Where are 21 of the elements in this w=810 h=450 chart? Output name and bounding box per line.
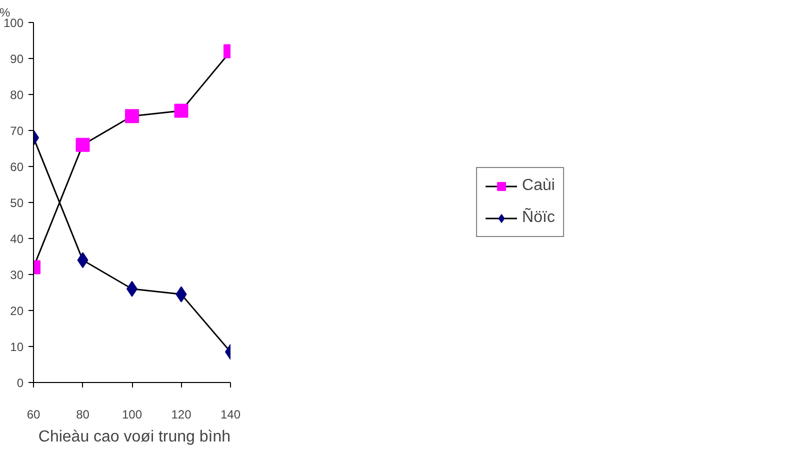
x-axis-title: Chieàu cao voøi trung bình (38, 428, 231, 446)
point (76, 138, 90, 152)
y-tick-label: 60 (10, 160, 24, 174)
x-tick-label: 60 (26, 408, 40, 422)
y-tick-label: 20 (10, 304, 24, 318)
legend-label: Caùi (522, 177, 555, 195)
point (125, 109, 139, 124)
legend-label: Ñöïc (522, 209, 555, 227)
x-tick-label: 140 (220, 408, 241, 422)
y-tick-label: 50 (10, 196, 24, 210)
y-tick-label: 70 (10, 124, 24, 138)
y-tick-label: 10 (10, 340, 24, 354)
x-tick-label: 100 (122, 408, 142, 422)
point (174, 104, 188, 118)
y-tick-label: 80 (10, 88, 24, 102)
x-tick-label: 80 (76, 408, 90, 422)
y-tick-label: 0 (16, 376, 24, 390)
y-tick-label: 30 (10, 268, 24, 282)
y-tick-label: 40 (10, 232, 24, 246)
y-tick-label: 90 (10, 52, 24, 66)
x-tick-label: 120 (171, 408, 192, 422)
